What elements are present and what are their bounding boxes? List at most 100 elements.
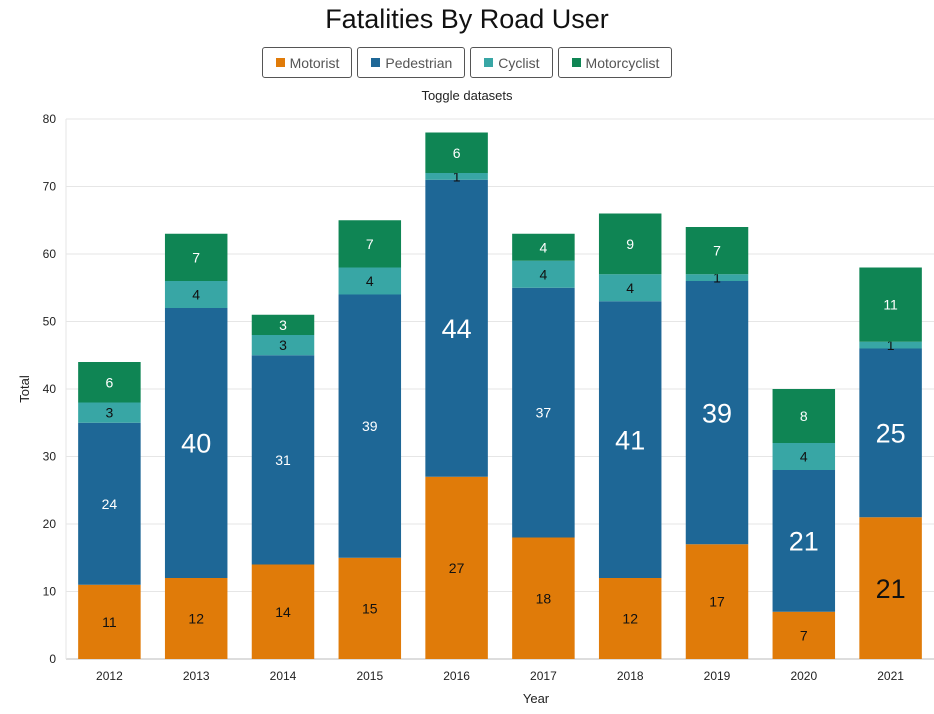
data-label-cyclist-2017: 4 (540, 266, 548, 282)
data-label-pedestrian-2017: 37 (536, 405, 552, 421)
bar-pedestrian-2013 (164, 308, 228, 578)
legend-swatch-motorist (275, 58, 285, 67)
bar-motorcyclist-2017 (512, 233, 575, 261)
bar-cyclist-2020 (772, 443, 836, 470)
y-axis-ticks: 0 10 20 30 40 50 60 70 80 (43, 112, 57, 666)
y-tick-label: 50 (43, 315, 57, 329)
data-label-motorist-2019: 17 (709, 594, 725, 610)
bar-pedestrian-2016 (425, 179, 488, 477)
y-tick-label: 70 (43, 180, 57, 194)
bar-cyclist-2013 (164, 281, 228, 308)
data-label-motorist-2014: 14 (275, 604, 291, 620)
legend-button-cyclist[interactable]: Cyclist (470, 47, 553, 78)
bar-motorcyclist-2021 (859, 267, 922, 342)
data-label-pedestrian-2020: 21 (789, 527, 819, 557)
data-label-motorcyclist-2014: 3 (279, 317, 287, 333)
data-label-motorist-2017: 18 (536, 590, 552, 606)
bar-motorist-2016 (425, 476, 488, 659)
bar-cyclist-2018 (598, 274, 662, 302)
bar-cyclist-2017 (512, 260, 575, 288)
y-tick-label: 10 (43, 585, 57, 599)
data-label-motorcyclist-2012: 6 (106, 374, 114, 390)
bar-motorist-2018 (598, 578, 662, 659)
legend-button-pedestrian[interactable]: Pedestrian (357, 47, 466, 78)
bar-motorcyclist-2015 (338, 220, 402, 268)
data-label-cyclist-2016: 1 (453, 168, 461, 184)
legend-button-motorcyclist[interactable]: Motorcyclist (557, 47, 673, 78)
data-label-motorcyclist-2021: 11 (883, 297, 898, 313)
data-label-motorcyclist-2015: 7 (366, 236, 374, 252)
bar-pedestrian-2019 (685, 281, 749, 545)
data-label-pedestrian-2013: 40 (181, 429, 211, 459)
data-label-motorcyclist-2017: 4 (540, 239, 548, 255)
y-axis-title: Total (17, 375, 32, 403)
data-label-motorcyclist-2020: 8 (800, 408, 808, 424)
data-label-motorcyclist-2016: 6 (453, 145, 461, 161)
bar-motorist-2013 (164, 578, 228, 659)
bar-motorcyclist-2014 (251, 314, 315, 335)
x-tick-label: 2018 (617, 669, 644, 683)
x-tick-label: 2020 (790, 669, 817, 683)
bar-motorist-2014 (251, 564, 315, 659)
x-axis-title: Year (523, 691, 550, 706)
data-label-motorcyclist-2013: 7 (192, 249, 200, 265)
legend-label-motorist: Motorist (289, 54, 340, 71)
legend-label-cyclist: Cyclist (498, 54, 540, 71)
y-tick-label: 30 (43, 450, 57, 464)
data-label-cyclist-2014: 3 (279, 337, 287, 353)
x-tick-label: 2013 (183, 669, 210, 683)
legend-label-pedestrian: Pedestrian (385, 54, 453, 71)
bar-cyclist-2019 (685, 274, 749, 281)
legend: Motorist Pedestrian Cyclist Motorcyclist (0, 47, 934, 78)
data-label-motorist-2015: 15 (362, 600, 378, 616)
bar-motorcyclist-2016 (425, 132, 488, 173)
bar-pedestrian-2012 (78, 422, 141, 585)
bar-pedestrian-2017 (512, 287, 575, 538)
bar-motorist-2020 (772, 611, 836, 659)
x-tick-label: 2012 (96, 669, 123, 683)
data-label-motorist-2020: 7 (800, 627, 808, 643)
y-tick-label: 60 (43, 247, 57, 261)
x-tick-label: 2019 (704, 669, 731, 683)
bar-motorist-2021 (859, 517, 922, 659)
data-label-pedestrian-2018: 41 (615, 425, 645, 455)
bar-motorcyclist-2019 (685, 227, 749, 275)
y-tick-label: 80 (43, 112, 57, 126)
bar-cyclist-2012 (78, 402, 141, 423)
bar-cyclist-2014 (251, 335, 315, 356)
y-tick-label: 20 (43, 517, 57, 531)
legend-swatch-motorcyclist (571, 58, 581, 67)
data-label-cyclist-2013: 4 (192, 287, 200, 303)
x-tick-label: 2016 (443, 669, 470, 683)
data-label-cyclist-2015: 4 (366, 273, 374, 289)
bar-motorcyclist-2013 (164, 233, 228, 281)
x-axis-ticks: 2012 2013 2014 2015 2016 2017 2018 2019 2020 2021 (96, 669, 904, 683)
toggle-datasets-caption: Toggle datasets (421, 88, 513, 103)
data-label-cyclist-2018: 4 (626, 280, 634, 296)
bar-motorcyclist-2020 (772, 389, 836, 443)
data-label-pedestrian-2019: 39 (702, 398, 732, 428)
x-tick-label: 2015 (356, 669, 383, 683)
x-tick-label: 2014 (270, 669, 297, 683)
bar-motorcyclist-2018 (598, 213, 662, 275)
bar-motorcyclist-2012 (78, 362, 141, 403)
data-label-motorist-2021: 21 (876, 574, 906, 604)
data-label-pedestrian-2012: 24 (102, 496, 118, 512)
legend-button-motorist[interactable]: Motorist (261, 47, 353, 78)
data-label-pedestrian-2016: 44 (442, 314, 472, 344)
bar-motorist-2019 (685, 544, 749, 659)
data-label-motorcyclist-2019: 7 (713, 243, 721, 259)
bar-motorist-2017 (512, 537, 575, 659)
chart-title: Fatalities By Road User (325, 4, 609, 34)
data-label-pedestrian-2021: 25 (876, 419, 906, 449)
data-label-cyclist-2019: 1 (713, 270, 721, 286)
legend-label-motorcyclist: Motorcyclist (585, 54, 660, 71)
data-label-cyclist-2020: 4 (800, 449, 808, 465)
bar-motorist-2012 (78, 584, 141, 659)
data-label-pedestrian-2014: 31 (275, 452, 291, 468)
data-label-cyclist-2012: 3 (106, 405, 114, 421)
data-label-motorcyclist-2018: 9 (626, 236, 634, 252)
data-label-motorist-2018: 12 (622, 611, 638, 627)
bar-pedestrian-2015 (338, 294, 402, 558)
bars: 1124361240471431331539472744161837441241… (78, 132, 922, 659)
